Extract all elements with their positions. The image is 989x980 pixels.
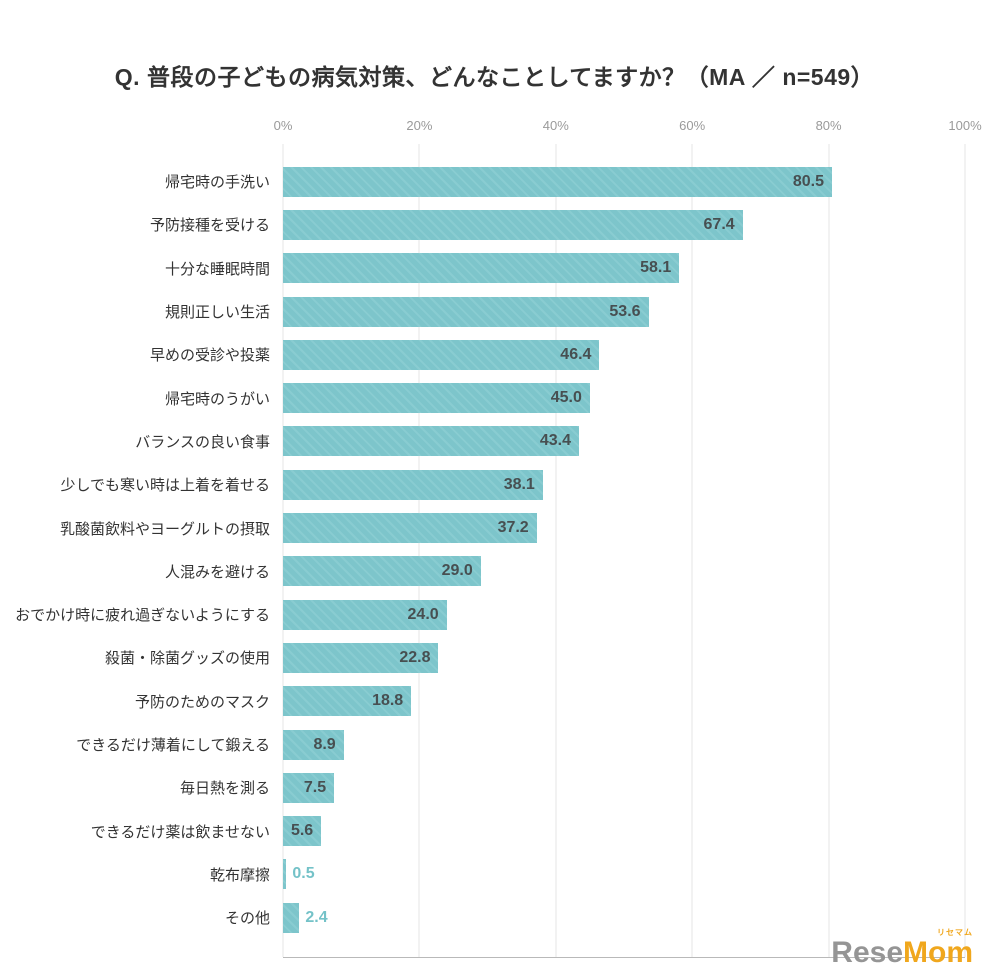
gridline <box>964 144 966 958</box>
chart-row: その他 2.4 <box>225 896 965 939</box>
category-label: 帰宅時のうがい <box>164 390 270 408</box>
chart-row: バランスの良い食事 43.4 <box>135 420 965 463</box>
chart-row: 乳酸菌飲料やヨーグルトの摂取 37.2 <box>60 506 965 549</box>
value-label: 7.5 <box>303 778 327 796</box>
category-label: バランスの良い食事 <box>135 433 270 451</box>
gridline <box>282 144 284 958</box>
chart-row: 予防のためのマスク 18.8 <box>135 680 965 723</box>
chart-row: できるだけ薬は飲ませない 5.6 <box>91 809 965 852</box>
chart-row: 人混みを避ける 29.0 <box>165 550 965 593</box>
x-axis-tick: 60% <box>679 118 706 133</box>
chart-row: 予防接種を受ける 67.4 <box>150 203 965 246</box>
bar: 8.9 <box>283 729 344 760</box>
logo-gray-text: Rese <box>831 936 903 969</box>
bar: 18.8 <box>283 686 412 717</box>
resemom-logo: Rese リセマム Mom <box>831 929 973 969</box>
value-label: 22.8 <box>399 648 431 666</box>
category-label: 早めの受診や投薬 <box>149 347 270 365</box>
chart-row: おでかけ時に疲れ過ぎないようにする 24.0 <box>15 593 965 636</box>
bar <box>283 902 300 933</box>
bar: 45.0 <box>283 383 590 414</box>
category-label: 規則正しい生活 <box>164 304 270 322</box>
value-label: 80.5 <box>792 172 824 190</box>
chart-row: 規則正しい生活 53.6 <box>165 290 965 333</box>
bar: 67.4 <box>283 209 743 240</box>
chart-title: Q. 普段の子どもの病気対策、どんなことしてますか？（MA ／ n=549） <box>114 64 875 90</box>
value-label: 18.8 <box>372 692 404 710</box>
bar-chart: 0% 20% 40% 60% 80% 100% 帰宅時の手洗い 80.5 予防接種を受ける 67… <box>15 118 982 959</box>
value-label: 38.1 <box>503 475 535 493</box>
value-label: 58.1 <box>640 259 672 277</box>
chart-row: 十分な睡眠時間 58.1 <box>165 247 965 290</box>
plot-area: 帰宅時の手洗い 80.5 予防接種を受ける 67.4 十分な睡眠時間 58.1 規則正しい生… <box>15 144 966 959</box>
category-label: 人混みを避ける <box>164 563 270 581</box>
category-label: 予防のためのマスク <box>134 693 270 711</box>
category-label: 予防接種を受ける <box>149 217 270 235</box>
category-label: 帰宅時の手洗い <box>164 174 270 192</box>
gridline <box>555 144 557 958</box>
gridlines <box>282 144 966 958</box>
bar: 58.1 <box>283 253 680 284</box>
value-label: 67.4 <box>703 215 735 233</box>
bar: 7.5 <box>283 772 335 803</box>
chart-row: 乾布摩擦 0.5 <box>210 853 965 896</box>
bar: 38.1 <box>283 469 543 500</box>
logo-ruby-text: リセマム <box>937 928 973 937</box>
category-label: おでかけ時に疲れ過ぎないようにする <box>15 607 270 625</box>
x-axis: 0% 20% 40% 60% 80% 100% <box>274 118 982 144</box>
bar: 5.6 <box>283 816 322 847</box>
category-label: 十分な睡眠時間 <box>164 260 270 278</box>
bar: 46.4 <box>283 339 600 370</box>
category-label: 少しでも寒い時は上着を着せる <box>60 477 270 495</box>
chart-row: 毎日熱を測る 7.5 <box>180 766 965 809</box>
value-label: 53.6 <box>609 302 641 320</box>
category-label: 乾布摩擦 <box>209 866 270 884</box>
chart-row: できるだけ薄着にして鍛える 8.9 <box>76 723 965 766</box>
category-label: その他 <box>224 910 270 928</box>
gridline <box>418 144 420 958</box>
bar: 37.2 <box>283 513 537 544</box>
chart-row: 殺菌・除菌グッズの使用 22.8 <box>105 636 965 679</box>
gridline <box>828 144 830 958</box>
bar: 43.4 <box>283 426 579 457</box>
chart-row: 帰宅時の手洗い 80.5 <box>165 160 965 203</box>
logo-accent-text: Mom <box>903 936 973 969</box>
bar: 22.8 <box>283 642 439 673</box>
value-label: 5.6 <box>290 822 314 840</box>
value-label: 43.4 <box>539 432 571 450</box>
value-label: 2.4 <box>305 908 328 926</box>
x-axis-tick: 100% <box>948 118 982 133</box>
category-label: できるだけ薄着にして鍛える <box>76 737 270 754</box>
value-label: 29.0 <box>441 562 473 580</box>
category-label: 毎日熱を測る <box>179 780 270 798</box>
x-axis-tick: 40% <box>542 118 569 133</box>
value-label: 37.2 <box>497 519 529 537</box>
value-label: 8.9 <box>313 735 336 753</box>
bar: 29.0 <box>283 556 481 587</box>
value-label: 0.5 <box>292 865 315 883</box>
bar: 80.5 <box>283 166 832 197</box>
value-label: 46.4 <box>560 345 592 363</box>
x-axis-tick: 20% <box>406 118 433 133</box>
chart-row: 早めの受診や投薬 46.4 <box>150 333 965 376</box>
bar <box>283 859 287 890</box>
chart-row: 帰宅時のうがい 45.0 <box>165 376 965 419</box>
bar: 53.6 <box>283 296 649 327</box>
category-label: 殺菌・除菌グッズの使用 <box>104 650 270 668</box>
chart-row: 少しでも寒い時は上着を着せる 38.1 <box>60 463 965 506</box>
category-label: できるだけ薬は飲ませない <box>90 823 270 841</box>
category-label: 乳酸菌飲料やヨーグルトの摂取 <box>59 520 270 538</box>
bar: 24.0 <box>283 599 447 630</box>
x-axis-tick: 80% <box>815 118 842 133</box>
chart-rows: 帰宅時の手洗い 80.5 予防接種を受ける 67.4 十分な睡眠時間 58.1 規則正しい生… <box>15 160 965 939</box>
value-label: 24.0 <box>407 605 439 623</box>
x-axis-tick: 0% <box>273 118 293 133</box>
value-label: 45.0 <box>550 389 582 407</box>
gridline <box>691 144 693 958</box>
